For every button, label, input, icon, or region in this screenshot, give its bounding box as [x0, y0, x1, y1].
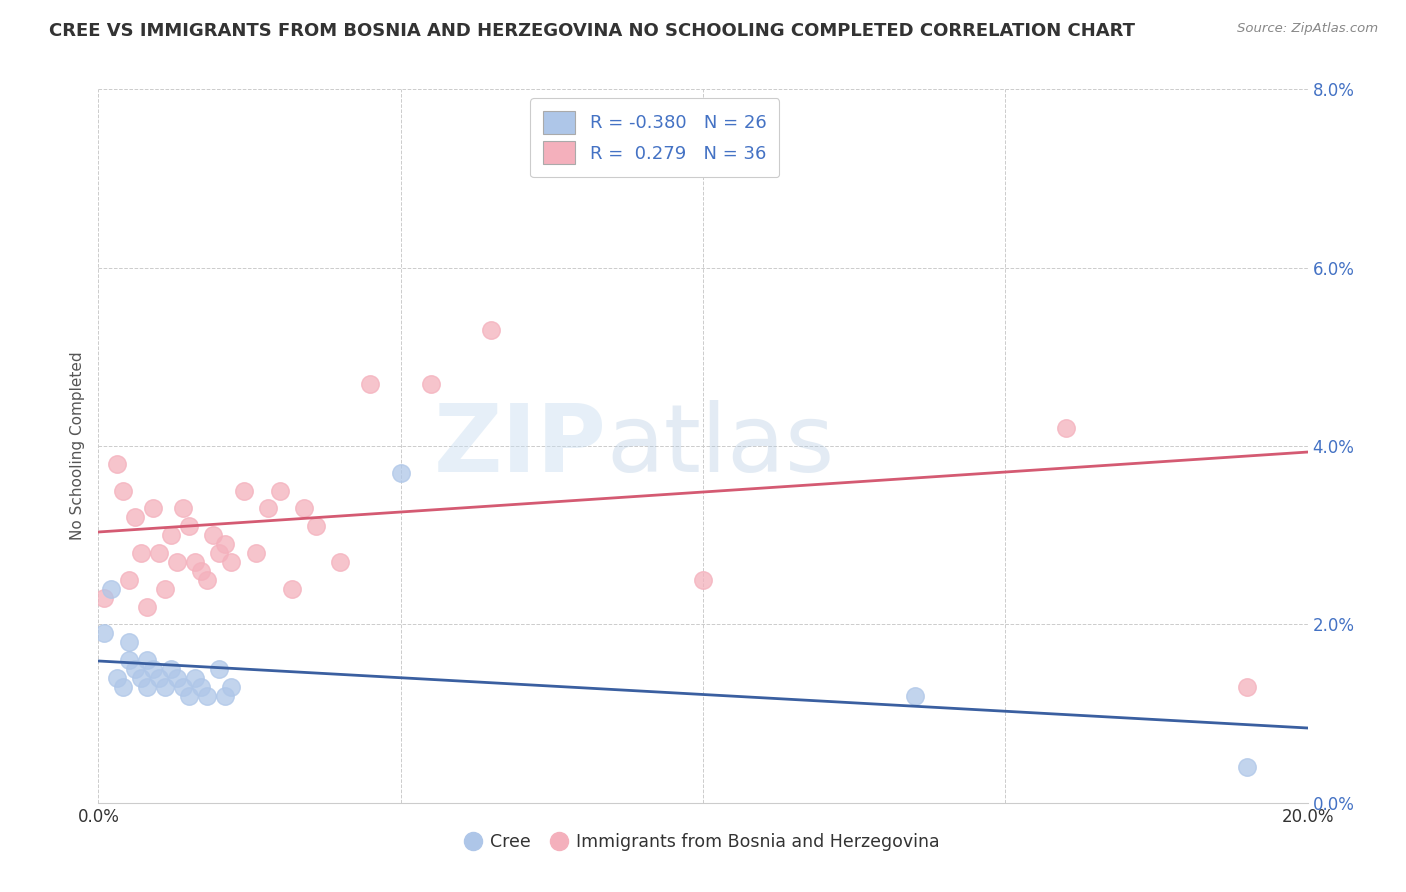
- Point: [389, 466, 412, 480]
- Point: [208, 662, 231, 676]
- Point: [221, 680, 243, 694]
- Point: [221, 555, 243, 569]
- Point: [256, 501, 278, 516]
- Point: [105, 671, 128, 685]
- Point: [631, 145, 654, 159]
- Point: [166, 671, 188, 685]
- Point: [184, 555, 207, 569]
- Point: [481, 323, 503, 337]
- Point: [305, 519, 328, 533]
- Point: [124, 510, 146, 524]
- Point: [129, 671, 152, 685]
- Point: [153, 582, 176, 596]
- Point: [692, 573, 714, 587]
- Point: [135, 680, 157, 694]
- Point: [245, 546, 267, 560]
- Point: [93, 591, 115, 605]
- Point: [1236, 680, 1258, 694]
- Point: [214, 537, 236, 551]
- Text: Source: ZipAtlas.com: Source: ZipAtlas.com: [1237, 22, 1378, 36]
- Point: [105, 457, 128, 471]
- Point: [232, 483, 254, 498]
- Point: [420, 376, 443, 391]
- Point: [195, 573, 218, 587]
- Point: [172, 501, 194, 516]
- Point: [111, 680, 134, 694]
- Point: [100, 582, 122, 596]
- Text: atlas: atlas: [606, 400, 835, 492]
- Point: [93, 626, 115, 640]
- Point: [118, 653, 141, 667]
- Point: [166, 555, 188, 569]
- Y-axis label: No Schooling Completed: No Schooling Completed: [69, 351, 84, 541]
- Point: [160, 528, 183, 542]
- Point: [184, 671, 207, 685]
- Point: [160, 662, 183, 676]
- Point: [202, 528, 225, 542]
- Point: [148, 671, 170, 685]
- Point: [153, 680, 176, 694]
- Point: [360, 376, 382, 391]
- Point: [111, 483, 134, 498]
- Point: [281, 582, 304, 596]
- Point: [142, 501, 165, 516]
- Point: [142, 662, 165, 676]
- Text: CREE VS IMMIGRANTS FROM BOSNIA AND HERZEGOVINA NO SCHOOLING COMPLETED CORRELATIO: CREE VS IMMIGRANTS FROM BOSNIA AND HERZE…: [49, 22, 1135, 40]
- Point: [1236, 760, 1258, 774]
- Point: [214, 689, 236, 703]
- Point: [904, 689, 927, 703]
- Legend: Cree, Immigrants from Bosnia and Herzegovina: Cree, Immigrants from Bosnia and Herzego…: [460, 827, 946, 858]
- Point: [118, 635, 141, 649]
- Text: ZIP: ZIP: [433, 400, 606, 492]
- Point: [135, 599, 157, 614]
- Point: [118, 573, 141, 587]
- Point: [190, 680, 212, 694]
- Point: [1054, 421, 1077, 435]
- Point: [195, 689, 218, 703]
- Point: [179, 689, 201, 703]
- Point: [190, 564, 212, 578]
- Point: [179, 519, 201, 533]
- Point: [208, 546, 231, 560]
- Point: [148, 546, 170, 560]
- Point: [269, 483, 291, 498]
- Point: [172, 680, 194, 694]
- Point: [329, 555, 352, 569]
- Point: [292, 501, 315, 516]
- Point: [129, 546, 152, 560]
- Point: [135, 653, 157, 667]
- Point: [124, 662, 146, 676]
